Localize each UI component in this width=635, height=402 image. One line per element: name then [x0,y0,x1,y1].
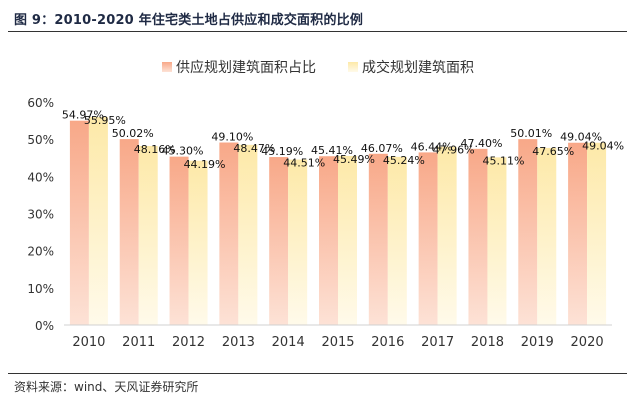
data-label-supply: 45.30% [162,145,204,158]
bar-deal-2019 [537,147,557,325]
figure-title: 图 9：2010-2020 年住宅类土地占供应和成交面积的比例 [14,13,364,28]
data-label-deal: 45.24% [383,154,425,167]
x-tick-label: 2018 [471,335,504,350]
x-tick-label: 2017 [421,335,454,350]
legend-label-supply: 供应规划建筑面积占比 [176,59,316,76]
y-tick-label: 30% [27,208,54,222]
y-tick-label: 20% [27,245,54,259]
x-tick-label: 2010 [72,335,105,350]
data-label-deal: 48.16% [134,143,176,156]
y-axis: 0% 10% 20% 30% 40% 50% 60% [27,96,54,333]
data-label-deal: 44.51% [283,157,325,170]
y-tick-label: 50% [27,133,54,147]
x-tick-label: 2014 [272,335,305,350]
source-note: 资料来源：wind、天风证券研究所 [14,380,199,394]
data-label-deal: 47.96% [433,144,475,157]
data-label-deal: 45.11% [482,154,524,167]
data-label-supply: 50.01% [510,127,552,140]
y-tick-label: 40% [27,170,54,184]
data-label-deal: 47.65% [532,145,574,158]
legend: 供应规划建筑面积占比 成交规划建筑面积 [162,59,474,76]
x-tick-label: 2013 [222,335,255,350]
bars [69,117,607,326]
data-label-supply: 46.44% [411,140,453,153]
bar-supply-2013 [219,142,239,325]
data-label-deal: 45.49% [333,153,375,166]
legend-swatch-supply [162,62,172,72]
data-label-supply: 54.97% [62,109,104,122]
legend-label-deal: 成交规划建筑面积 [362,59,474,76]
bar-deal-2017 [437,146,457,325]
data-label-supply: 45.41% [311,144,353,157]
x-tick-label: 2015 [321,335,354,350]
x-tick-label: 2019 [521,335,554,350]
bar-supply-2020 [568,142,588,325]
legend-swatch-deal [348,62,358,72]
data-label-deal: 55.95% [84,114,126,127]
bar-deal-2013 [238,144,258,325]
bar-deal-2016 [387,156,407,325]
bar-deal-2020 [587,142,607,325]
data-label-supply: 49.04% [560,131,602,144]
data-label-supply: 46.07% [361,142,403,155]
bar-deal-2015 [338,155,357,325]
x-tick-label: 2020 [571,335,604,350]
data-label-supply: 50.02% [112,127,154,140]
data-labels: 54.97%55.95%50.02% 48.16%45.30%44.19% 49.1… [62,109,624,171]
x-axis: 2010 2011 2012 2013 2014 2015 2016 2017 2018 2019… [64,324,612,350]
data-label-deal: 48.47% [233,142,275,155]
bar-deal-2010 [88,117,108,326]
bar-supply-2018 [468,148,488,325]
bar-supply-2015 [319,156,338,325]
bar-supply-2010 [69,120,89,326]
bar-deal-2018 [487,157,507,325]
bar-supply-2014 [269,157,289,325]
bar-supply-2012 [169,156,189,325]
x-tick-label: 2012 [172,335,205,350]
bar-supply-2019 [518,139,538,325]
x-tick-label: 2011 [122,335,155,350]
y-tick-label: 10% [27,282,54,296]
bar-deal-2011 [138,146,158,325]
bar-deal-2012 [188,160,208,325]
data-label-supply: 49.10% [211,131,253,144]
bar-chart: 供应规划建筑面积占比 成交规划建筑面积 0% 10% 20% 30% 40% 50% 60%… [27,59,624,350]
top-rule [8,31,627,32]
data-label-deal: 49.04% [582,140,624,153]
y-tick-label: 60% [27,96,54,110]
data-label-supply: 47.40% [460,137,502,150]
x-tick-label: 2016 [371,335,404,350]
y-tick-label: 0% [35,319,54,333]
bar-supply-2011 [119,139,139,325]
bottom-rule [8,373,627,374]
data-label-deal: 44.19% [184,158,226,171]
bar-deal-2014 [288,159,308,325]
bar-supply-2016 [368,153,388,325]
bar-supply-2017 [418,152,438,325]
data-label-supply: 45.19% [261,145,303,158]
